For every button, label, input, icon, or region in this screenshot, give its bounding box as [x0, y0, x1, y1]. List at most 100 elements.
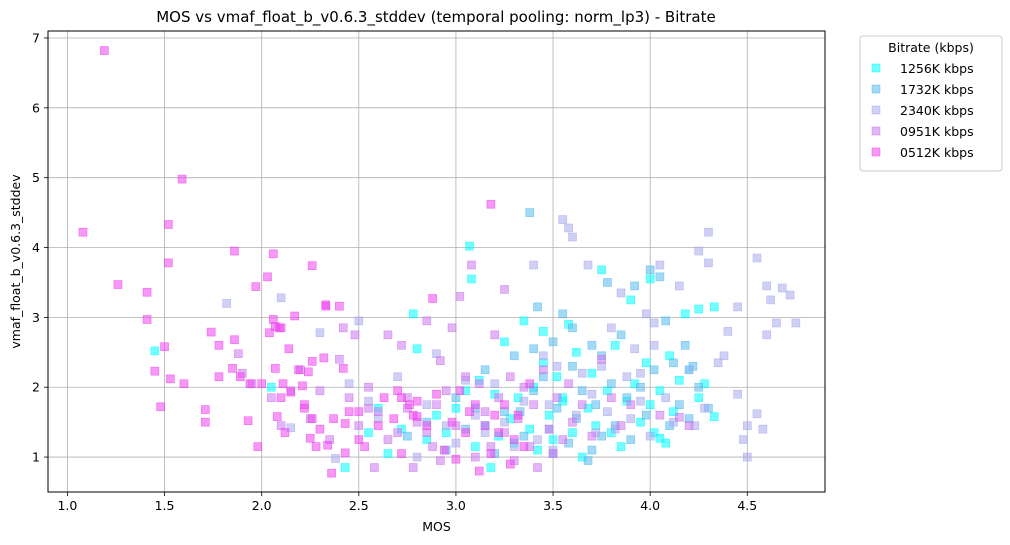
data-point — [222, 299, 232, 308]
data-point — [307, 357, 317, 366]
data-point — [100, 46, 109, 55]
data-point — [321, 301, 331, 311]
data-point — [350, 330, 360, 340]
data-point — [164, 258, 173, 268]
data-point — [230, 335, 239, 345]
data-point — [360, 442, 369, 451]
data-point — [393, 372, 402, 382]
data-point — [294, 365, 303, 375]
data-point — [150, 346, 160, 356]
data-point — [719, 351, 729, 361]
data-point — [630, 281, 639, 291]
data-point — [583, 260, 593, 270]
data-point — [403, 431, 412, 441]
data-point — [236, 372, 245, 382]
data-point — [649, 341, 659, 350]
data-point — [364, 403, 373, 413]
data-point — [626, 400, 636, 409]
data-point — [447, 417, 457, 427]
data-point — [422, 421, 432, 430]
y-tick-label: 6 — [32, 100, 40, 115]
data-point — [645, 274, 655, 284]
data-point — [645, 400, 655, 409]
data-point — [383, 330, 393, 340]
data-point — [558, 435, 568, 444]
data-point — [641, 309, 651, 319]
data-point — [500, 337, 509, 347]
data-point — [465, 407, 474, 416]
legend-label: 1732K kbps — [900, 82, 974, 97]
data-point — [509, 435, 519, 444]
data-point — [373, 407, 383, 416]
data-point — [455, 292, 465, 301]
y-tick-label: 1 — [32, 450, 40, 465]
data-point — [758, 424, 768, 434]
data-point — [490, 410, 500, 420]
data-point — [397, 393, 406, 403]
x-tick-label: 4.5 — [737, 498, 757, 513]
data-point — [500, 417, 509, 427]
data-point — [655, 260, 665, 270]
data-point — [228, 364, 237, 373]
data-point — [626, 414, 636, 423]
data-point — [451, 403, 461, 413]
data-point — [661, 438, 671, 448]
data-point — [422, 400, 432, 409]
legend: Bitrate (kbps) 1256K kbps 1732K kbps 2340K… — [859, 35, 1003, 172]
y-tick-label: 3 — [32, 310, 40, 325]
data-point — [408, 309, 418, 319]
data-point — [572, 348, 581, 357]
x-tick-label: 2.0 — [252, 498, 272, 513]
y-tick-label: 7 — [32, 30, 40, 45]
data-point — [214, 372, 224, 382]
data-point — [525, 379, 535, 389]
data-point — [568, 232, 577, 242]
data-point — [684, 421, 694, 430]
data-point — [500, 400, 509, 409]
data-point — [509, 351, 519, 361]
data-point — [539, 351, 548, 361]
data-point — [533, 445, 542, 455]
data-point — [762, 281, 772, 291]
data-point — [265, 328, 274, 338]
data-point — [742, 452, 752, 462]
data-point — [441, 386, 451, 396]
data-point — [428, 442, 437, 451]
data-point — [680, 309, 690, 319]
data-point — [311, 442, 321, 451]
data-point — [533, 302, 542, 312]
data-point — [626, 435, 636, 444]
data-point — [577, 368, 587, 378]
data-point — [568, 428, 577, 437]
data-points — [78, 46, 801, 478]
data-point — [340, 419, 350, 428]
data-point — [412, 412, 422, 421]
data-point — [519, 316, 529, 326]
legend-marker — [871, 84, 881, 94]
data-point — [752, 253, 762, 263]
data-point — [675, 281, 684, 291]
data-point — [597, 265, 606, 275]
data-point — [733, 302, 742, 312]
data-point — [276, 393, 286, 403]
data-point — [704, 258, 713, 268]
data-point — [622, 372, 632, 382]
data-point — [519, 431, 529, 441]
data-point — [354, 435, 364, 444]
data-point — [436, 356, 445, 365]
data-point — [480, 421, 490, 430]
data-point — [412, 344, 422, 354]
data-point — [733, 389, 742, 399]
data-point — [142, 287, 152, 297]
data-point — [319, 353, 329, 363]
data-point — [742, 421, 752, 430]
data-point — [558, 215, 568, 224]
data-point — [552, 361, 562, 371]
data-point — [539, 327, 548, 336]
x-tick-label: 2.5 — [349, 498, 369, 513]
data-point — [506, 372, 515, 382]
data-point — [354, 316, 364, 326]
data-point — [739, 435, 748, 444]
x-tick-label: 1.0 — [57, 498, 77, 513]
data-point — [451, 454, 461, 464]
